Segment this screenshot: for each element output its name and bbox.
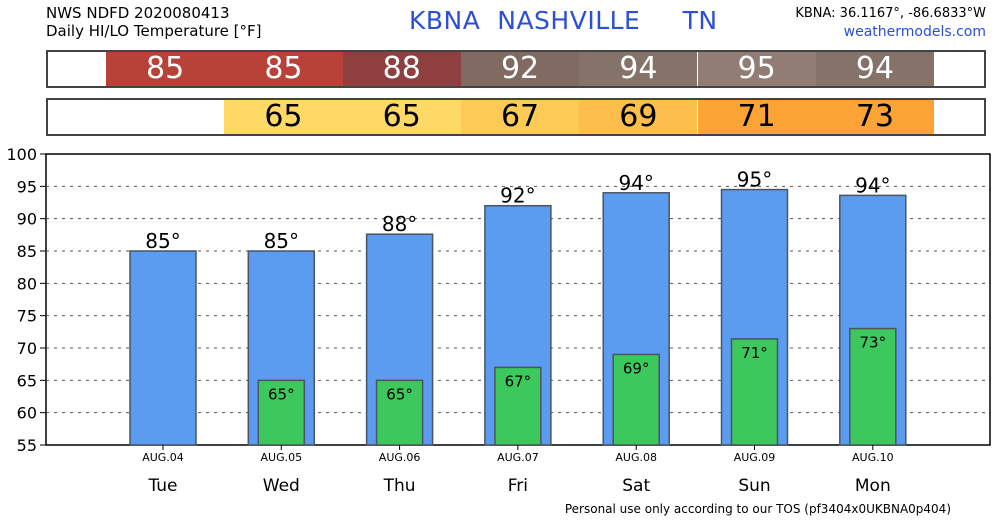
weekday-label: Fri	[508, 476, 528, 496]
low-temp-label: 69°	[623, 359, 650, 377]
y-tick-label: 85	[17, 242, 37, 261]
low-temp-bar	[612, 353, 660, 446]
low-temp-bar	[730, 338, 779, 446]
y-tick-label: 100	[6, 145, 37, 164]
low-temp-bar	[494, 366, 542, 446]
weekday-label: Mon	[855, 476, 891, 496]
high-temp-cell-1: 85	[224, 52, 343, 86]
station-coordinates: KBNA: 36.1167°, -86.6833°W	[795, 6, 986, 21]
high-temp-label: 94°	[618, 171, 653, 195]
y-tick-label: 60	[17, 404, 37, 423]
date-label: AUG.04	[142, 451, 184, 464]
high-temp-cell-5: 95	[697, 52, 816, 86]
low-temp-cell-3: 69	[579, 100, 698, 134]
date-label: AUG.08	[615, 451, 657, 464]
low-temp-label: 67°	[505, 372, 532, 390]
y-tick-label: 95	[17, 177, 37, 196]
site-link[interactable]: weathermodels.com	[843, 24, 986, 40]
station-title: KBNA NASHVILLE TN	[409, 6, 718, 35]
high-temp-label: 92°	[500, 184, 535, 208]
temperature-bar-chart: 55 60 65 70 75 80 85 90 95 100 85° AUG.04 Tue 85° 65° A…	[6, 145, 991, 496]
high-temp-cell-6: 94	[815, 52, 935, 86]
low-temp-bar	[375, 379, 424, 446]
y-tick-label: 80	[17, 274, 37, 293]
high-temperature-strip: 85 85 88 92 94 95 94	[46, 50, 986, 88]
date-label: AUG.10	[852, 451, 894, 464]
date-label: AUG.09	[734, 451, 776, 464]
footer-disclaimer: Personal use only according to our TOS (…	[564, 502, 951, 516]
high-temp-cell-0: 85	[106, 52, 225, 86]
low-temperature-strip: 65 65 67 69 71 73	[46, 98, 986, 136]
low-temp-label: 73°	[860, 334, 887, 352]
y-tick-label: 55	[17, 436, 37, 455]
high-temp-label: 85°	[264, 229, 299, 253]
high-temp-bar	[129, 250, 197, 446]
header-info: NWS NDFD 2020080413 Daily HI/LO Temperat…	[46, 4, 262, 40]
high-temp-label: 94°	[855, 173, 890, 197]
high-temp-cell-4: 94	[579, 52, 698, 86]
low-temp-label: 71°	[741, 344, 768, 362]
high-temp-cell-3: 92	[460, 52, 580, 86]
date-label: AUG.07	[497, 451, 539, 464]
low-temp-cell-1: 65	[342, 100, 461, 134]
y-tick-label: 70	[17, 339, 37, 358]
low-temp-bar	[849, 327, 897, 446]
date-label: AUG.06	[379, 451, 421, 464]
low-temp-cell-0: 65	[224, 100, 343, 134]
low-temp-cell-4: 71	[697, 100, 816, 134]
model-run-label: NWS NDFD 2020080413	[46, 4, 230, 22]
low-temp-label: 65°	[386, 385, 413, 403]
low-temp-cell-5: 73	[815, 100, 935, 134]
high-temp-cell-2: 88	[342, 52, 461, 86]
weekday-label: Wed	[263, 476, 300, 496]
product-label: Daily HI/LO Temperature [°F]	[46, 22, 262, 40]
low-temp-cell-2: 67	[460, 100, 580, 134]
weekday-label: Sun	[738, 476, 770, 496]
y-tick-label: 75	[17, 307, 37, 326]
weekday-label: Tue	[147, 476, 177, 496]
high-temp-label: 88°	[382, 212, 417, 236]
date-label: AUG.05	[261, 451, 303, 464]
y-tick-label: 90	[17, 210, 37, 229]
weekday-label: Sat	[622, 476, 650, 496]
low-temp-label: 65°	[268, 385, 295, 403]
y-tick-label: 65	[17, 371, 37, 390]
high-temp-label: 85°	[145, 229, 180, 253]
header-right: KBNA: 36.1167°, -86.6833°W weathermodels…	[795, 4, 986, 42]
high-temp-label: 95°	[737, 168, 772, 192]
weekday-label: Thu	[383, 476, 416, 496]
